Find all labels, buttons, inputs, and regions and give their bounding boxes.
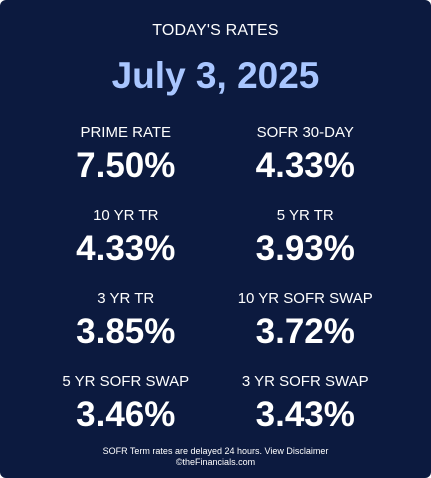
rate-5-yr-sofr-swap: 5 YR SOFR SWAP 3.46% <box>0 373 216 456</box>
source-credit: ©theFinancials.com <box>175 457 256 467</box>
rate-label: SOFR 30-DAY <box>256 124 354 141</box>
rate-3-yr-sofr-swap: 3 YR SOFR SWAP 3.43% <box>216 373 431 456</box>
rate-prime: PRIME RATE 7.50% <box>0 124 216 207</box>
rate-10-yr-tr: 10 YR TR 4.33% <box>0 207 216 290</box>
rate-label: 5 YR TR <box>276 207 334 224</box>
rate-sofr-30-day: SOFR 30-DAY 4.33% <box>216 124 431 207</box>
delay-note: SOFR Term rates are delayed 24 hours. <box>102 446 263 456</box>
view-disclaimer-link[interactable]: View Disclaimer <box>264 446 329 456</box>
rate-value: 7.50% <box>76 146 176 185</box>
rate-value: 4.33% <box>255 146 355 185</box>
rate-3-yr-tr: 3 YR TR 3.85% <box>0 290 216 373</box>
rate-label: PRIME RATE <box>80 124 172 141</box>
rate-value: 3.72% <box>255 312 355 351</box>
rate-5-yr-tr: 5 YR TR 3.93% <box>216 207 431 290</box>
rates-grid: PRIME RATE 7.50% SOFR 30-DAY 4.33% 10 YR… <box>0 124 431 456</box>
card-title: TODAY'S RATES <box>152 22 279 39</box>
rate-label: 3 YR TR <box>97 290 155 307</box>
rate-10-yr-sofr-swap: 10 YR SOFR SWAP 3.72% <box>216 290 431 373</box>
rate-label: 5 YR SOFR SWAP <box>62 373 190 390</box>
rates-date: July 3, 2025 <box>111 55 320 96</box>
rate-label: 10 YR TR <box>93 207 159 224</box>
footer-note-line: SOFR Term rates are delayed 24 hours. Vi… <box>0 446 431 457</box>
rate-label: 3 YR SOFR SWAP <box>241 373 369 390</box>
footer: SOFR Term rates are delayed 24 hours. Vi… <box>0 446 431 468</box>
rate-value: 4.33% <box>76 229 176 268</box>
rate-label: 10 YR SOFR SWAP <box>237 290 373 307</box>
rate-value: 3.46% <box>76 395 176 434</box>
rate-value: 3.85% <box>76 312 176 351</box>
rate-value: 3.93% <box>255 229 355 268</box>
rate-value: 3.43% <box>255 395 355 434</box>
